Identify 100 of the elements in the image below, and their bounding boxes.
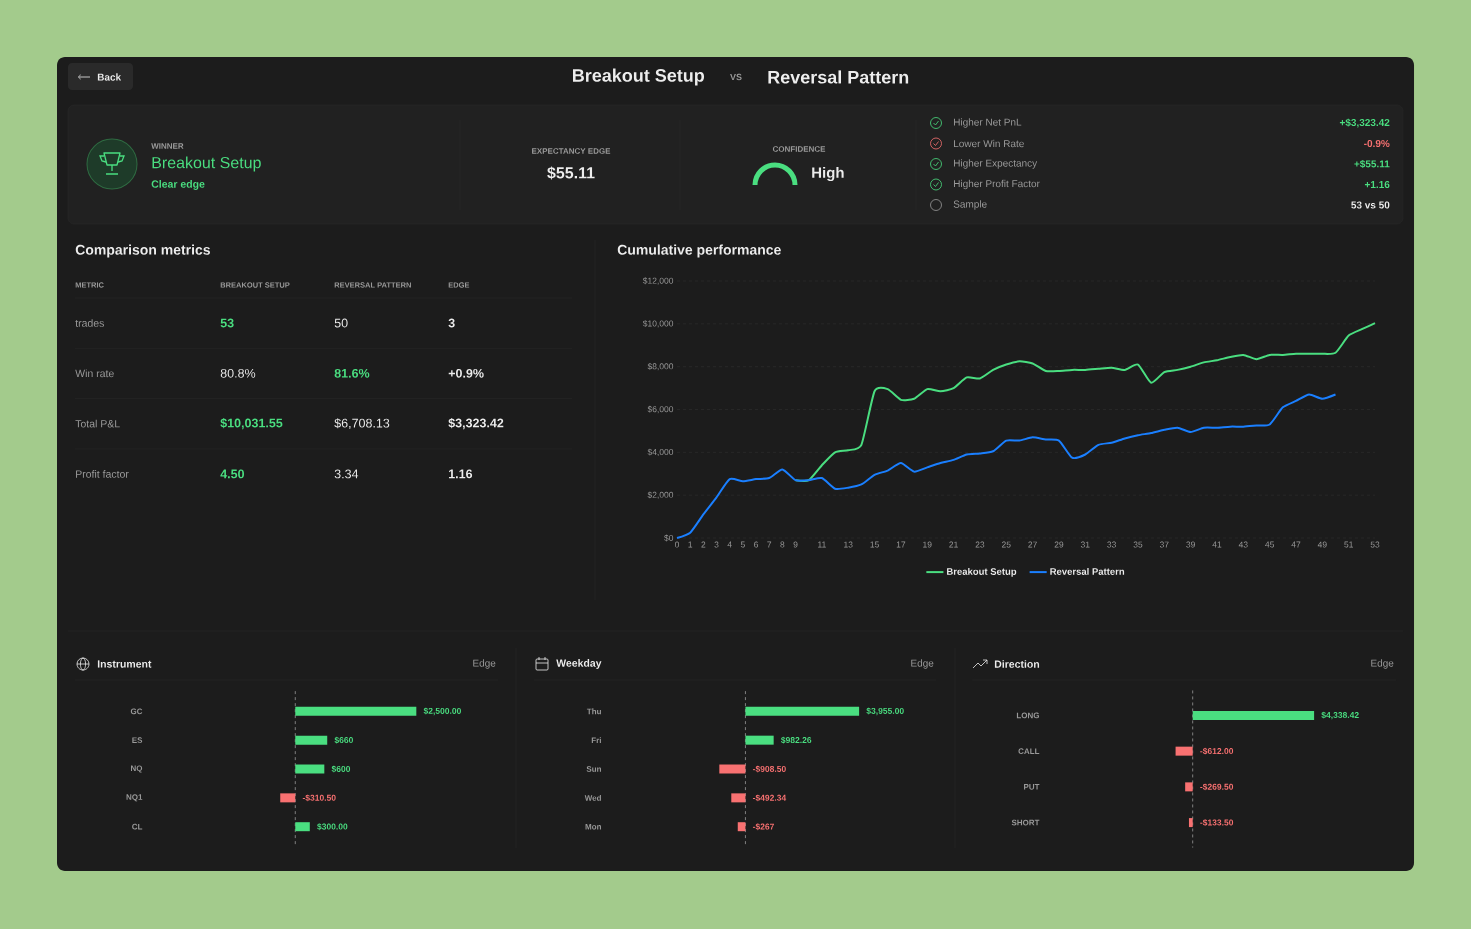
text: $3,323.42 (448, 417, 504, 430)
data-label: $2,500.00 (423, 707, 461, 716)
bar (295, 764, 325, 774)
line-series (676, 393, 1337, 540)
text: Comparison metrics (75, 244, 210, 258)
x-tick-label: 9 (793, 541, 798, 548)
text: Breakout Setup (152, 156, 261, 172)
text: Edge (473, 659, 496, 669)
x-tick-label: 23 (975, 541, 985, 548)
data-label: $600 (331, 765, 351, 773)
legend-label: Reversal Pattern (1050, 567, 1125, 575)
x-tick-label: 47 (1291, 541, 1301, 548)
x-tick-label: 21 (949, 541, 958, 548)
y-tick-label: GC (130, 708, 143, 715)
y-tick-label: Mon (585, 823, 601, 830)
line-series (794, 322, 1377, 482)
data-label: -$133.50 (1200, 819, 1234, 827)
x-tick-label: 51 (1344, 541, 1353, 548)
x-tick-label: 35 (1133, 541, 1143, 548)
text: High (812, 166, 844, 182)
data-label: -$492.34 (752, 794, 787, 802)
y-tick-label: $12,000 (642, 277, 674, 285)
data-label: $982.26 (780, 736, 812, 744)
x-tick-label: 3 (714, 541, 719, 548)
data-label: $3,955.00 (866, 707, 904, 716)
x-tick-label: 6 (754, 541, 759, 548)
text: Edge (911, 659, 934, 669)
data-label: -$908.50 (752, 765, 786, 773)
y-tick-label: LONG (1016, 712, 1039, 719)
data-label: -$269.50 (1200, 783, 1234, 791)
text: +$55.11 (1354, 159, 1390, 169)
data-label: -$612.00 (1200, 747, 1234, 755)
text: Profit factor (76, 470, 129, 478)
x-tick-label: 27 (1028, 541, 1037, 548)
x-tick-label: 39 (1186, 541, 1195, 548)
x-tick-label: 15 (870, 541, 879, 548)
text: Higher Net PnL (954, 118, 1022, 128)
y-tick-label: NQ (131, 765, 143, 773)
x-tick-label: 19 (923, 541, 932, 548)
x-tick-label: 11 (818, 541, 826, 548)
y-tick-label: $6,000 (647, 405, 674, 414)
y-tick-label: CALL (1018, 748, 1040, 754)
x-tick-label: 43 (1238, 541, 1248, 548)
text: EXPECTANCY EDGE (532, 148, 611, 154)
x-tick-label: 5 (740, 541, 745, 548)
text: Sample (953, 200, 987, 210)
data-label: $4,338.42 (1321, 711, 1359, 720)
x-tick-label: 17 (896, 541, 906, 548)
text: trades (75, 319, 104, 327)
text: Clear edge (151, 180, 205, 190)
y-tick-label: Wed (584, 794, 601, 801)
text: $55.11 (547, 166, 595, 180)
text: Total P&L (75, 419, 120, 428)
y-tick-label: $0 (664, 534, 674, 542)
legend-label: Breakout Setup (947, 567, 1017, 577)
text: WINNER (151, 143, 184, 149)
x-tick-label: 0 (674, 541, 680, 548)
y-tick-label: $10,000 (642, 320, 674, 328)
text: 1.16 (448, 469, 473, 479)
text: +$3,323.42 (1339, 118, 1390, 128)
text: 3 (448, 318, 455, 328)
text: Edge (1371, 659, 1394, 669)
text: Instrument (97, 660, 152, 668)
y-tick-label: Fri (591, 737, 601, 744)
y-tick-label: PUT (1024, 784, 1040, 790)
x-tick-label: 25 (1001, 541, 1011, 548)
y-tick-label: $8,000 (647, 362, 674, 371)
text: 50 (334, 318, 348, 328)
x-tick-label: 13 (844, 541, 853, 548)
text: $10,031.55 (220, 417, 283, 430)
y-tick-label: NQ1 (126, 794, 143, 802)
bar (295, 735, 328, 745)
x-tick-label: 49 (1317, 541, 1327, 548)
text: +0.9% (448, 368, 484, 378)
text: 53 (220, 318, 234, 328)
text: -0.9% (1364, 139, 1390, 148)
text: 81.6% (334, 368, 370, 378)
data-label: -$267 (752, 823, 774, 831)
y-tick-label: $4,000 (647, 448, 674, 457)
y-tick-label: Sun (586, 766, 601, 772)
x-tick-label: 2 (701, 541, 706, 548)
data-label: -$310.50 (302, 794, 336, 802)
text: Back (97, 73, 122, 81)
y-tick-label: SHORT (1011, 819, 1040, 826)
y-tick-label: Thu (586, 708, 601, 715)
x-tick-label: 1 (688, 541, 693, 548)
text: +1.16 (1364, 180, 1390, 189)
y-tick-label: $2,000 (647, 491, 674, 499)
text: 80.8% (220, 368, 256, 378)
text: Weekday (556, 659, 602, 669)
text: $6,708.13 (334, 418, 390, 430)
x-tick-label: 7 (767, 541, 772, 548)
x-tick-label: 8 (780, 541, 785, 548)
text: Breakout Setup (573, 68, 705, 86)
data-label: $660 (334, 736, 353, 744)
chart-title: Cumulative performance (617, 244, 781, 258)
x-tick-label: 41 (1212, 541, 1222, 548)
text: Higher Expectancy (954, 159, 1038, 169)
text: Reversal Pattern (768, 70, 909, 84)
bar (280, 793, 296, 803)
